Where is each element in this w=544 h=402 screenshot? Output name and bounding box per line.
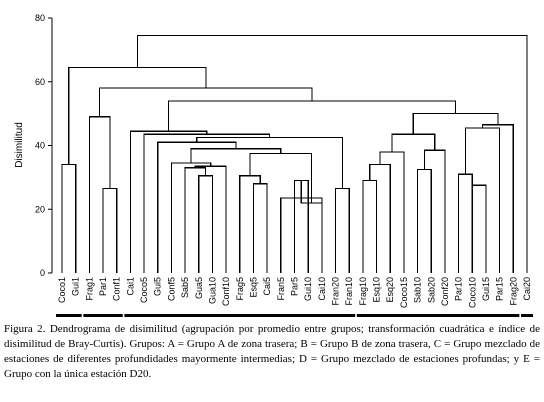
- merge-c33: [68, 66, 207, 165]
- merge-c27: [471, 184, 487, 273]
- figure-caption: Figura 2. Dendrograma de disimilitud (ag…: [4, 323, 540, 380]
- merge-c23: [416, 168, 432, 273]
- merge-c16: [334, 187, 350, 273]
- leaf-label-cai1: Cai1: [125, 277, 135, 296]
- leaf-label-coco15: Coco15: [399, 277, 409, 308]
- y-axis-label: Disimilitud: [14, 122, 25, 168]
- merge-c5: [184, 167, 207, 273]
- y-axis: 0 20 40 60 80: [35, 13, 53, 278]
- merge-c8: [252, 183, 268, 273]
- leaf-label-sab10: Sab10: [413, 277, 423, 303]
- merge-c18: [143, 133, 271, 273]
- group-bars: ABCDE: [56, 314, 533, 317]
- leaf-label-esq5: Esq5: [248, 277, 258, 298]
- leaf-label-cai20: Cai20: [522, 277, 532, 301]
- merge-c22: [379, 151, 405, 273]
- merge-c26: [458, 173, 473, 273]
- merge-c28: [464, 127, 501, 273]
- merge-c2: [102, 187, 118, 273]
- leaf-label-coco5: Coco5: [139, 277, 149, 303]
- leaf-labels: Coco1 Gui1 Frag1 Par1 Conf1 Cai1 Coco5 Gui5 Conf…: [57, 277, 532, 308]
- leaf-label-esq20: Esq20: [385, 277, 395, 303]
- leaf-label-frag10: Frag10: [358, 277, 368, 306]
- merge-c12: [280, 197, 323, 273]
- leaf-label-par1: Par1: [98, 277, 108, 296]
- y-tick-label-80: 80: [35, 13, 45, 23]
- y-tick-label-60: 60: [35, 77, 45, 87]
- merge-c34: [136, 34, 528, 273]
- y-axis-label-group: Disimilitud: [14, 122, 25, 168]
- leaf-label-cai5: Cai5: [262, 277, 272, 296]
- merge-c32: [99, 87, 313, 117]
- merge-c9: [239, 175, 261, 273]
- leaf-label-coco1: Coco1: [57, 277, 67, 303]
- leaf-label-gui15: Gui15: [481, 277, 491, 301]
- leaf-label-frag1: Frag1: [84, 277, 94, 301]
- leaf-label-conf10: Conf10: [221, 277, 231, 306]
- merge-c3: [88, 116, 111, 273]
- leaf-label-par5: Par5: [290, 277, 300, 296]
- leaf-label-par15: Par15: [495, 277, 505, 301]
- merge-c29: [481, 124, 514, 273]
- leaf-label-conf1: Conf1: [112, 277, 122, 301]
- leaf-label-fran20: Fran20: [331, 277, 341, 306]
- merge-c1: [61, 164, 77, 273]
- leaf-label-coco10: Coco10: [467, 277, 477, 308]
- merge-c30: [412, 113, 499, 135]
- leaf-label-par10: Par10: [454, 277, 464, 301]
- leaf-label-cai10: Cai10: [317, 277, 327, 301]
- dendrogram-tree: [61, 34, 528, 273]
- leaf-label-frag20: Frag20: [508, 277, 518, 306]
- merge-c20: [362, 179, 378, 273]
- group-bar-a: [56, 314, 82, 317]
- group-bar-c: [124, 314, 356, 317]
- merge-c31: [168, 100, 457, 132]
- y-tick-label-40: 40: [35, 141, 45, 151]
- leaf-label-fran5: Fran5: [276, 277, 286, 301]
- group-bar-d: [356, 314, 520, 317]
- merge-c25: [391, 133, 436, 152]
- leaf-label-gui5: Gui5: [153, 277, 163, 296]
- merge-c6: [194, 165, 227, 273]
- merge-c13: [249, 152, 313, 203]
- group-bar-e: [521, 314, 533, 317]
- merge-c14: [190, 148, 282, 164]
- y-tick-label-0: 0: [40, 268, 45, 278]
- leaf-label-gui10: Gui10: [303, 277, 313, 301]
- merge-c19: [129, 130, 208, 273]
- dendrogram-figure: 0 20 40 60 80 Disimilitud Coco1 Gui1 Frag1 Par1…: [14, 13, 533, 317]
- leaf-label-conf20: Conf20: [440, 277, 450, 306]
- merge-c24: [423, 149, 446, 273]
- leaf-label-fran10: Fran10: [344, 277, 354, 306]
- merge-c4: [198, 175, 214, 273]
- leaf-label-gui1: Gui1: [71, 277, 81, 296]
- leaf-label-conf5: Conf5: [166, 277, 176, 301]
- leaf-label-gua10: Gua10: [207, 277, 217, 304]
- merge-c17: [196, 136, 343, 189]
- leaf-label-sab5: Sab5: [180, 277, 190, 298]
- leaf-label-gua5: Gua5: [194, 277, 204, 299]
- group-bar-b: [83, 314, 123, 317]
- leaf-label-sab20: Sab20: [426, 277, 436, 303]
- merge-c15: [157, 141, 237, 273]
- leaf-label-frag5: Frag5: [235, 277, 245, 301]
- y-tick-label-20: 20: [35, 204, 45, 214]
- leaf-label-esq10: Esq10: [372, 277, 382, 303]
- merge-c7: [170, 162, 212, 273]
